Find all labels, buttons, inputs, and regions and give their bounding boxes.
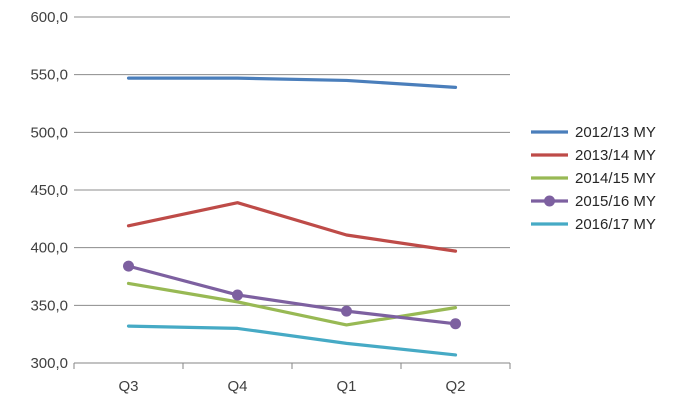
legend-marker [544,195,555,207]
series-line [126,76,458,89]
x-tick-label: Q2 [445,378,465,395]
legend-label: 2014/15 MY [575,170,656,187]
legend-label: 2016/17 MY [575,216,656,233]
legend-label: 2015/16 MY [575,193,656,210]
series-line [126,264,458,326]
y-tick-label: 300,0 [30,355,68,372]
data-point [341,305,352,317]
legend-label: 2013/14 MY [575,147,656,164]
x-tick-label: Q1 [336,378,356,395]
data-point [232,289,243,301]
x-tick-label: Q3 [118,378,138,395]
legend-label: 2012/13 MY [575,124,656,141]
y-tick-label: 600,0 [30,9,68,26]
x-tick-label: Q4 [227,378,247,395]
series-line [126,324,458,357]
data-point [450,318,461,330]
series-line [126,201,458,253]
y-tick-label: 350,0 [30,297,68,314]
y-tick-label: 500,0 [30,124,68,141]
y-tick-label: 550,0 [30,67,68,84]
data-point [123,260,134,272]
y-tick-label: 450,0 [30,182,68,199]
y-tick-label: 400,0 [30,240,68,257]
